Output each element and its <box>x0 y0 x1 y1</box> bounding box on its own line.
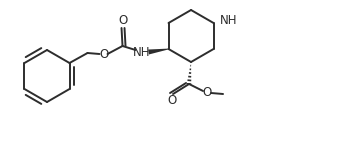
Text: NH: NH <box>220 14 237 26</box>
Text: O: O <box>167 95 176 107</box>
Text: O: O <box>118 14 128 28</box>
Text: O: O <box>99 48 108 62</box>
Text: O: O <box>202 86 212 100</box>
Text: NH: NH <box>133 45 150 59</box>
Polygon shape <box>148 49 169 54</box>
